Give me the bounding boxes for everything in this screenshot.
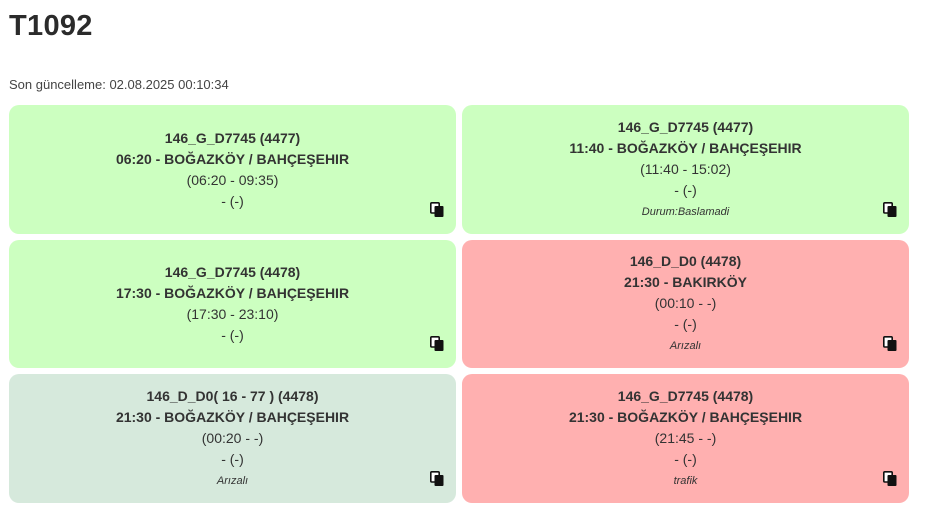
trip-status: trafik bbox=[673, 474, 698, 487]
copy-icon[interactable] bbox=[430, 336, 444, 351]
trip-route: 21:30 - BOĞAZKÖY / BAHÇEŞEHIR bbox=[115, 408, 350, 425]
trip-times: (11:40 - 15:02) bbox=[640, 160, 731, 177]
copy-icon[interactable] bbox=[883, 202, 897, 217]
trip-route: 06:20 - BOĞAZKÖY / BAHÇEŞEHIR bbox=[115, 150, 350, 167]
trip-route: 11:40 - BOĞAZKÖY / BAHÇEŞEHIR bbox=[569, 139, 802, 156]
trip-extra: - (-) bbox=[674, 316, 697, 332]
trip-card: 146_G_D7745 (4478) 21:30 - BOĞAZKÖY / BA… bbox=[462, 374, 909, 503]
copy-icon[interactable] bbox=[430, 471, 444, 486]
trip-extra: - (-) bbox=[221, 327, 244, 343]
trip-status: Durum:Baslamadi bbox=[641, 205, 730, 218]
trip-times: (21:45 - -) bbox=[654, 429, 717, 446]
trip-extra: - (-) bbox=[221, 192, 244, 209]
trip-route: 21:30 - BOĞAZKÖY / BAHÇEŞEHIR bbox=[568, 408, 803, 425]
copy-icon[interactable] bbox=[430, 202, 444, 217]
copy-icon[interactable] bbox=[883, 336, 897, 351]
trip-code: 146_D_D0 (4478) bbox=[629, 253, 742, 269]
trip-card-grid: 146_G_D7745 (4477) 06:20 - BOĞAZKÖY / BA… bbox=[9, 105, 909, 503]
trip-card: 146_D_D0( 16 - 77 ) (4478) 21:30 - BOĞAZ… bbox=[9, 374, 456, 503]
trip-code: 146_D_D0( 16 - 77 ) (4478) bbox=[146, 387, 319, 404]
trip-extra: - (-) bbox=[221, 450, 244, 467]
page-title: T1092 bbox=[9, 10, 93, 42]
trip-code: 146_G_D7745 (4478) bbox=[164, 264, 301, 280]
trip-status: Arızalı bbox=[216, 474, 249, 487]
trip-times: (17:30 - 23:10) bbox=[186, 306, 279, 322]
last-update-text: Son güncelleme: 02.08.2025 00:10:34 bbox=[9, 77, 229, 92]
copy-icon[interactable] bbox=[883, 471, 897, 486]
trip-code: 146_G_D7745 (4477) bbox=[617, 118, 754, 135]
trip-code: 146_G_D7745 (4477) bbox=[164, 129, 301, 146]
trip-code: 146_G_D7745 (4478) bbox=[617, 387, 754, 404]
trip-route: 17:30 - BOĞAZKÖY / BAHÇEŞEHIR bbox=[115, 285, 350, 301]
trip-card: 146_G_D7745 (4478) 17:30 - BOĞAZKÖY / BA… bbox=[9, 240, 456, 368]
trip-card: 146_G_D7745 (4477) 06:20 - BOĞAZKÖY / BA… bbox=[9, 105, 456, 234]
trip-status: Arızalı bbox=[669, 340, 702, 352]
trip-card: 146_G_D7745 (4477) 11:40 - BOĞAZKÖY / BA… bbox=[462, 105, 909, 234]
trip-card: 146_D_D0 (4478) 21:30 - BAKIRKÖY (00:10 … bbox=[462, 240, 909, 368]
trip-route: 21:30 - BAKIRKÖY bbox=[624, 274, 747, 290]
trip-extra: - (-) bbox=[674, 450, 697, 467]
trip-times: (06:20 - 09:35) bbox=[186, 171, 279, 188]
trip-times: (00:10 - -) bbox=[654, 295, 717, 311]
trip-extra: - (-) bbox=[674, 181, 697, 198]
trip-times: (00:20 - -) bbox=[201, 429, 264, 446]
